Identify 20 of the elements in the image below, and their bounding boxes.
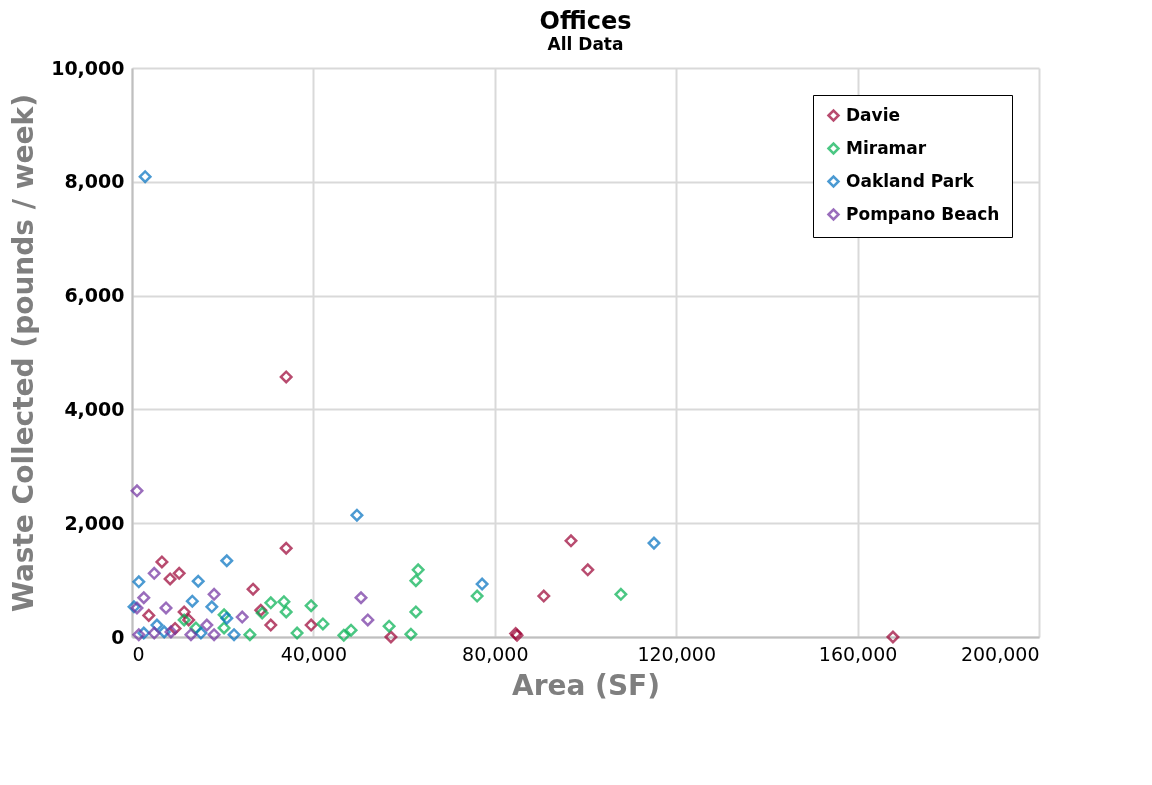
y-tick-label: 10,000 [51,56,125,79]
chart-title: Offices [539,7,632,35]
x-axis-title: Area (SF) [512,668,660,702]
y-tick-label: 8,000 [64,170,125,193]
x-tick-label: 40,000 [280,642,348,665]
y-tick-label: 2,000 [64,511,125,534]
y-tick-label: 4,000 [64,397,125,420]
x-tick-label: 0 [132,642,145,665]
x-tick-label: 120,000 [637,642,716,665]
y-tick-label: 6,000 [64,284,125,307]
chart-subtitle: All Data [547,34,624,54]
x-tick-label: 160,000 [818,642,898,665]
x-tick-label: 80,000 [462,642,529,665]
y-tick-label: 0 [111,625,125,648]
x-tick-label: 200,000 [960,642,1040,665]
legend-label: Miramar [846,137,927,158]
legend-label: Davie [846,104,901,125]
legend-label: Oakland Park [846,170,975,191]
legend-label: Pompano Beach [846,203,1000,224]
y-axis-title: Waste Collected (pounds / week) [7,94,41,612]
